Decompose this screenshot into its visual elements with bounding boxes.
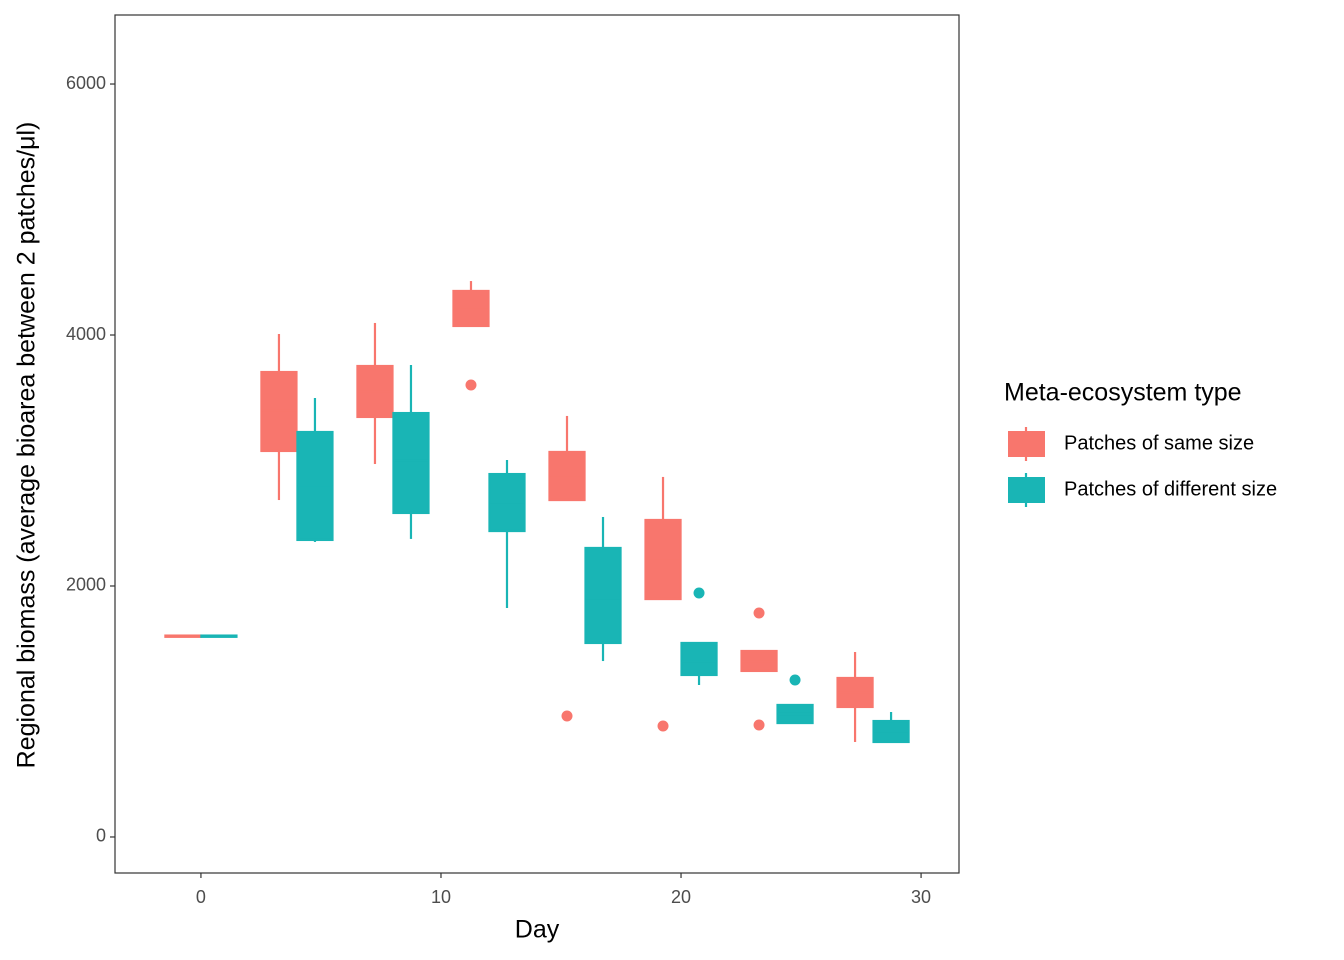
box (260, 370, 298, 453)
x-tick-label: 30 (911, 887, 931, 907)
outlier (465, 379, 477, 391)
outlier (657, 720, 669, 732)
x-tick-label: 20 (671, 887, 691, 907)
legend-label: Patches of same size (1064, 432, 1254, 454)
box (488, 472, 526, 533)
box (680, 641, 718, 677)
y-tick-label: 6000 (66, 73, 106, 93)
outlier (753, 607, 765, 619)
outlier (693, 587, 705, 599)
x-tick-label: 10 (431, 887, 451, 907)
x-tick-label: 0 (196, 887, 206, 907)
x-axis-label: Day (515, 916, 560, 944)
legend-key (1008, 431, 1045, 457)
y-axis-label: Regional biomass (average bioarea betwee… (13, 122, 41, 769)
box (584, 546, 622, 645)
legend-key (1008, 477, 1045, 503)
legend-title: Meta-ecosystem type (1004, 379, 1242, 407)
legend-label: Patches of different size (1064, 478, 1277, 500)
y-tick-label: 2000 (66, 575, 106, 595)
outlier (753, 719, 765, 731)
outlier (561, 710, 573, 722)
box (644, 518, 682, 601)
y-tick-label: 4000 (66, 324, 106, 344)
plot-panel (114, 14, 960, 874)
outlier (789, 674, 801, 686)
box (452, 289, 490, 328)
box (392, 411, 430, 515)
y-tick-label: 0 (96, 826, 106, 846)
